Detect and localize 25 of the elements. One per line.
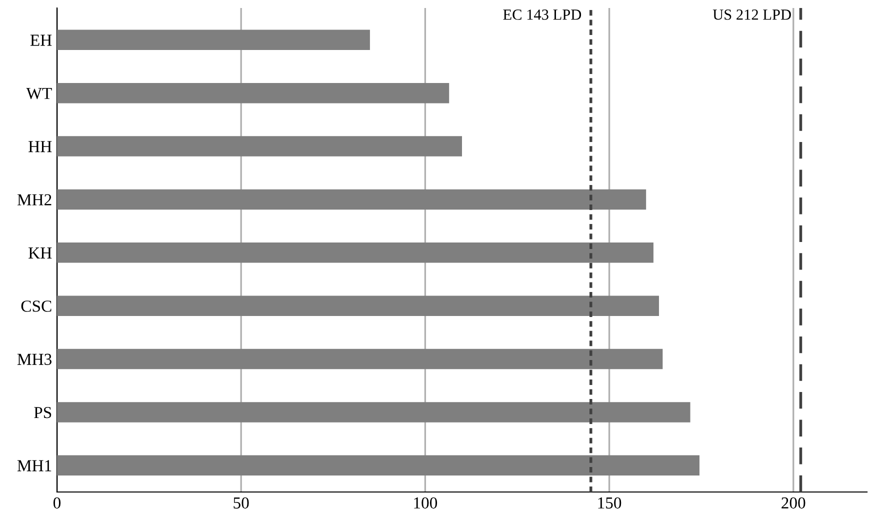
ref-line-label: US 212 LPD [712, 10, 791, 20]
bar [57, 30, 370, 50]
bar [57, 348, 663, 370]
y-tick-label: KH [28, 248, 52, 258]
x-tick-label: 50 [234, 497, 249, 509]
bar [57, 402, 690, 422]
bar [57, 136, 462, 156]
bar [57, 455, 700, 476]
y-tick-label: MH1 [17, 460, 52, 472]
ref-line-label: EC 143 LPD [503, 10, 582, 20]
y-tick-label: EH [30, 34, 52, 46]
y-tick-label: PS [34, 406, 52, 418]
x-tick-label: 150 [598, 497, 622, 509]
x-tick-label: 0 [53, 497, 61, 509]
y-tick-label: MH2 [17, 194, 52, 206]
y-tick-label: HH [28, 141, 52, 152]
bar [57, 82, 450, 104]
x-tick-label: 100 [414, 497, 438, 509]
y-tick-label: WT [26, 88, 52, 100]
bar [57, 296, 659, 316]
bar [57, 189, 646, 210]
x-tick-label: 200 [782, 497, 806, 509]
bar [57, 242, 654, 263]
y-tick-label: MH3 [17, 354, 52, 365]
y-tick-label: CSC [21, 300, 52, 312]
